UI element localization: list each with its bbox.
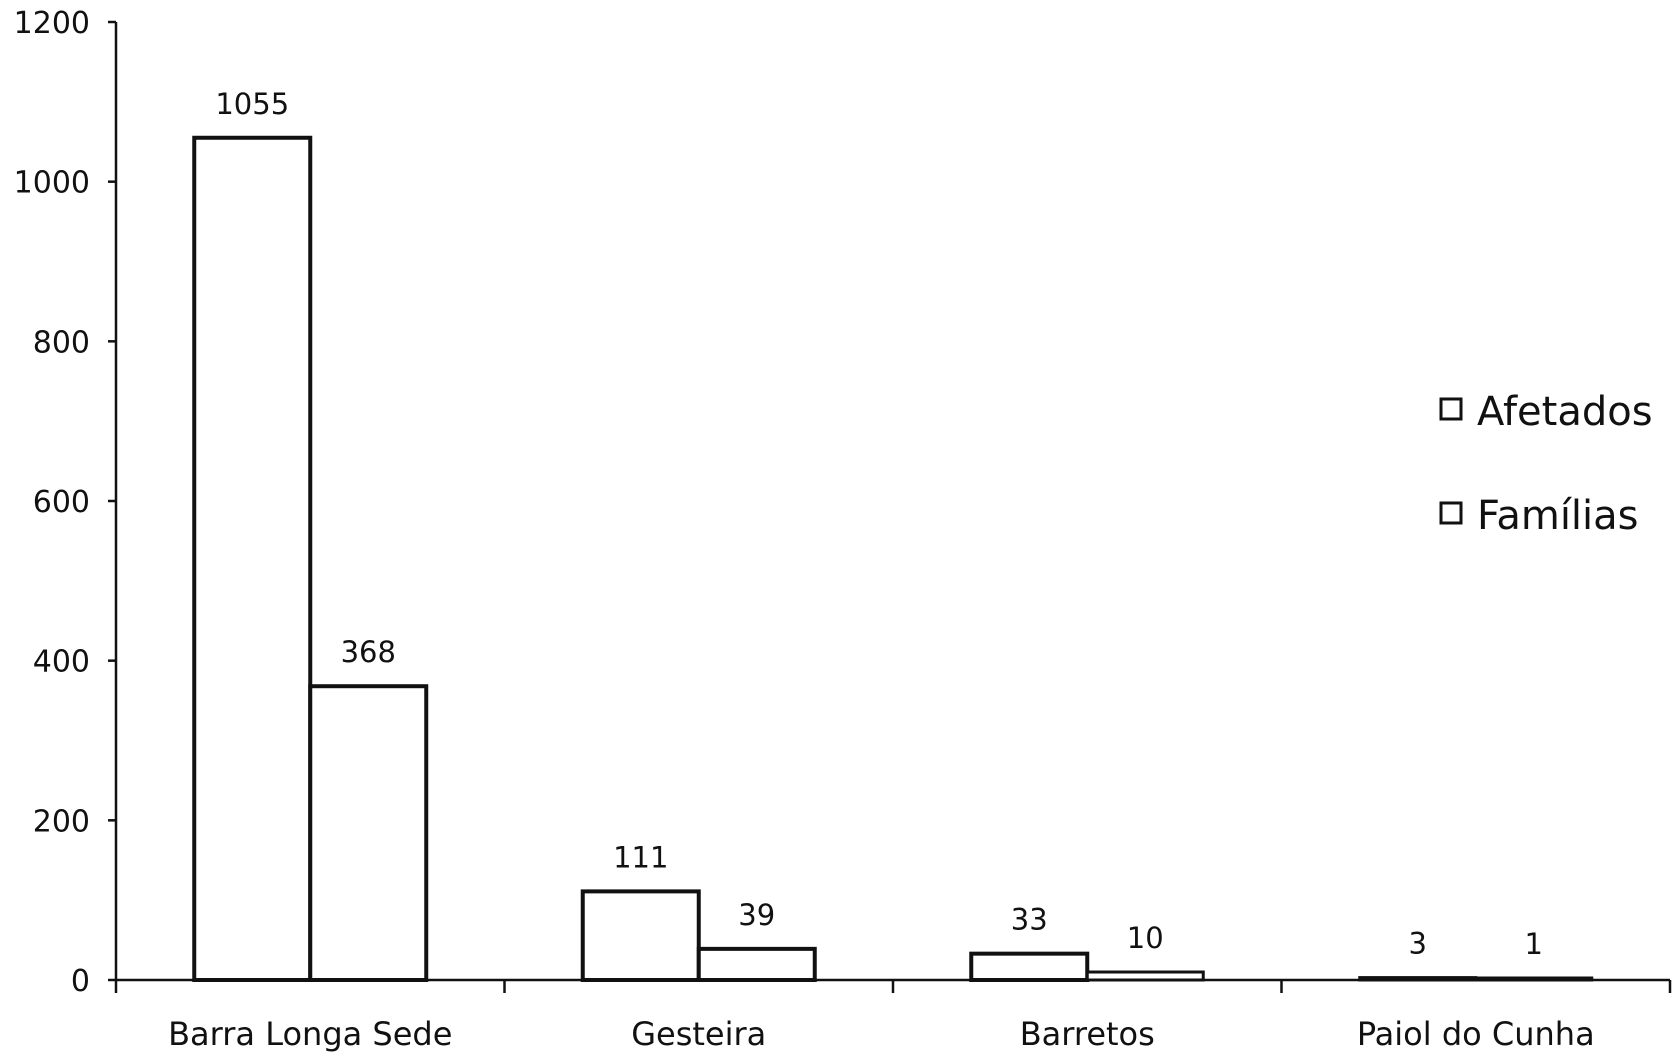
bar-familias [308,684,429,982]
bar-afetados [192,135,313,982]
data-label: 368 [341,635,396,669]
x-axis-ticks: Barra Longa Sede Gesteira Barretos Paiol do… [114,980,1672,1053]
y-tick-label: 0 [71,964,90,999]
data-label: 1055 [215,87,289,121]
data-label: 39 [738,898,775,932]
bar-familias [696,946,817,982]
legend-swatch [1439,501,1463,525]
data-label: 10 [1127,921,1164,955]
bar-afetados [1358,976,1478,982]
y-tick-label: 800 [33,325,90,360]
category-label: Paiol do Cunha [1357,1015,1595,1053]
y-axis-ticks: 0 200 400 600 800 1000 1200 [14,6,116,999]
legend-label: Famílias [1477,493,1639,539]
data-labels: 1055 368 111 39 33 10 3 1 [215,87,1543,961]
bar-familias [1474,976,1594,982]
data-label: 33 [1011,903,1048,937]
y-tick-label: 1000 [14,166,90,201]
legend-swatch [1439,397,1463,421]
bar-afetados [969,951,1090,983]
legend: Afetados Famílias [1439,389,1653,539]
y-tick-label: 200 [33,804,90,839]
data-label: 111 [613,840,668,874]
data-label: 3 [1409,927,1427,961]
data-label: 1 [1525,927,1543,961]
category-label: Gesteira [631,1015,766,1053]
legend-label: Afetados [1477,389,1653,435]
category-label: Barra Longa Sede [168,1015,452,1053]
bars [192,135,1594,983]
bar-familias [1085,970,1205,982]
y-tick-label: 400 [33,645,90,680]
y-tick-label: 1200 [14,6,90,41]
category-label: Barretos [1020,1015,1155,1053]
y-tick-label: 600 [33,485,90,520]
bar-afetados [580,889,701,983]
